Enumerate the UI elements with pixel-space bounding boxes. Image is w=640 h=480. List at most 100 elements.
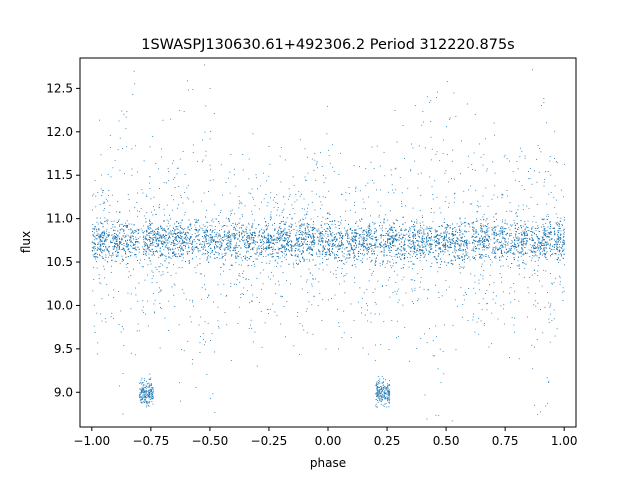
data-point — [474, 251, 476, 253]
data-point — [380, 245, 381, 247]
data-point — [173, 253, 174, 254]
data-point — [120, 239, 122, 240]
data-point — [184, 245, 186, 246]
data-point — [281, 255, 283, 257]
data-point — [224, 238, 226, 240]
data-point — [310, 236, 311, 238]
data-point — [273, 239, 275, 241]
data-point — [123, 235, 125, 237]
data-point — [124, 235, 126, 237]
data-point — [411, 221, 413, 222]
data-point — [202, 246, 204, 248]
data-point — [241, 234, 243, 236]
data-point — [365, 248, 367, 250]
data-point — [179, 245, 181, 247]
data-point — [373, 250, 374, 252]
data-point — [153, 237, 155, 238]
data-point — [284, 232, 286, 233]
data-point — [554, 243, 556, 245]
data-point — [406, 229, 407, 231]
data-point — [235, 237, 237, 239]
data-point — [113, 248, 115, 250]
data-point — [444, 218, 445, 220]
data-point — [195, 227, 197, 229]
data-point — [432, 221, 434, 223]
data-point — [351, 240, 353, 242]
data-point — [444, 237, 446, 239]
data-point — [489, 246, 491, 248]
data-point — [480, 219, 482, 221]
data-point — [354, 232, 356, 233]
data-point — [543, 244, 545, 246]
data-point — [467, 248, 469, 250]
data-point — [94, 236, 96, 238]
data-point — [210, 236, 212, 238]
data-point — [334, 254, 335, 256]
data-point — [114, 243, 116, 244]
data-point — [148, 239, 150, 241]
data-point — [401, 238, 403, 240]
data-point — [148, 235, 150, 236]
data-point — [289, 250, 291, 251]
data-point — [183, 253, 184, 255]
data-point — [130, 242, 132, 244]
data-point — [508, 227, 510, 229]
data-point — [184, 228, 186, 230]
data-point — [107, 261, 108, 262]
data-point — [387, 239, 389, 241]
data-point — [395, 254, 397, 256]
data-point — [514, 248, 516, 250]
data-point — [145, 218, 147, 220]
data-point — [509, 249, 511, 251]
data-point — [123, 233, 125, 234]
chart-title: 1SWASPJ130630.61+492306.2 Period 312220.… — [141, 37, 515, 53]
data-point — [208, 235, 209, 237]
data-point — [329, 240, 331, 242]
data-point — [510, 235, 512, 236]
data-point — [339, 246, 341, 247]
data-point — [360, 236, 362, 238]
data-point — [239, 234, 241, 236]
data-point — [346, 254, 348, 256]
data-point — [538, 247, 539, 249]
data-point — [150, 223, 152, 225]
data-point — [105, 219, 107, 221]
data-point — [93, 247, 95, 249]
data-point — [256, 247, 258, 249]
data-point — [283, 233, 285, 235]
data-point — [379, 235, 381, 236]
data-point — [517, 236, 519, 238]
data-point — [334, 256, 336, 258]
data-point — [201, 254, 203, 255]
data-point — [329, 250, 330, 252]
data-point — [106, 228, 108, 230]
data-point — [308, 236, 309, 237]
data-point — [154, 235, 156, 236]
data-point — [510, 248, 512, 250]
data-point — [541, 242, 543, 244]
data-point — [227, 245, 229, 247]
data-point — [93, 249, 95, 251]
data-point — [409, 233, 411, 235]
data-point — [370, 232, 372, 234]
data-point — [182, 228, 184, 230]
data-point — [357, 259, 359, 260]
data-point — [230, 240, 232, 242]
data-point — [227, 232, 229, 234]
data-point — [254, 231, 255, 233]
data-point — [208, 239, 210, 241]
data-point — [466, 243, 468, 245]
data-point — [464, 256, 465, 258]
data-point — [237, 238, 239, 240]
data-point — [156, 250, 158, 251]
data-point — [183, 257, 184, 259]
data-point — [125, 222, 126, 224]
data-point — [163, 241, 165, 243]
data-point — [128, 235, 130, 237]
data-point — [364, 253, 365, 255]
data-point — [292, 255, 294, 256]
data-point — [246, 250, 248, 252]
data-point — [310, 236, 312, 238]
data-point — [224, 236, 226, 238]
data-point — [371, 248, 373, 249]
